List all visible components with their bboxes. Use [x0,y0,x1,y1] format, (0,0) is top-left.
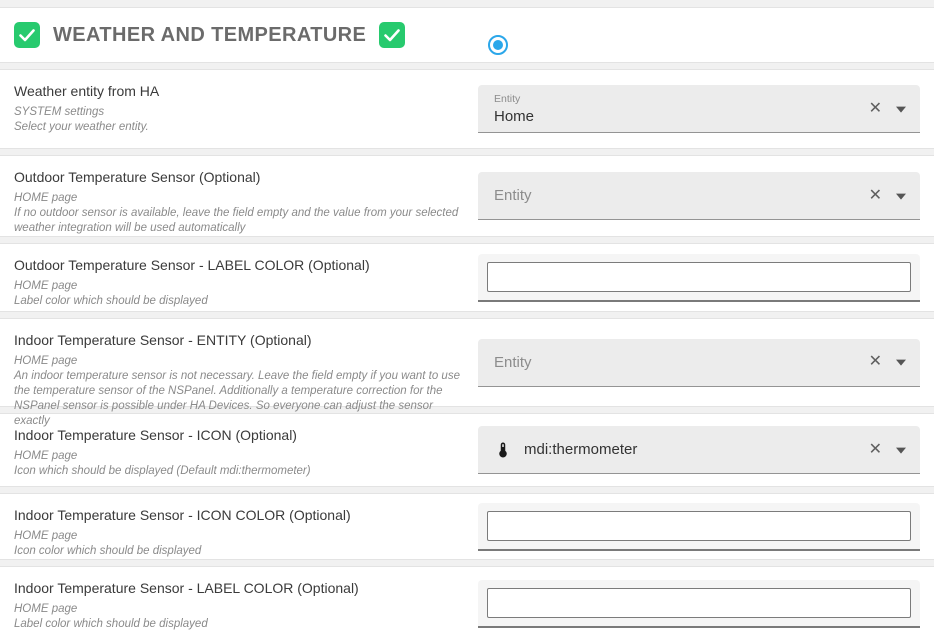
row-divider [0,311,934,319]
text-field-container [478,579,920,628]
row-divider [0,559,934,567]
chevron-down-icon[interactable] [896,359,906,366]
clear-icon[interactable]: ✕ [868,186,882,204]
setting-title: Outdoor Temperature Sensor (Optional) [14,169,261,185]
setting-title: Indoor Temperature Sensor - ICON (Option… [14,427,297,443]
clear-icon[interactable]: ✕ [868,99,882,117]
row-divider [0,62,934,70]
setting-description: Select your weather entity. [14,121,149,133]
setting-row-indoor-label-color: Indoor Temperature Sensor - LABEL COLOR … [0,567,934,640]
setting-subtitle: HOME page [14,192,78,204]
setting-description: Icon color which should be displayed [14,545,202,557]
setting-row-outdoor-sensor: Outdoor Temperature Sensor (Optional) HO… [0,156,934,236]
top-strip [0,0,934,8]
chevron-down-icon[interactable] [896,193,906,200]
setting-title: Indoor Temperature Sensor - LABEL COLOR … [14,580,359,596]
setting-title: Indoor Temperature Sensor - ICON COLOR (… [14,507,351,523]
setting-row-outdoor-label-color: Outdoor Temperature Sensor - LABEL COLOR… [0,244,934,311]
setting-subtitle: HOME page [14,280,78,292]
setting-subtitle: SYSTEM settings [14,106,105,118]
outdoor-label-color-input[interactable] [487,261,911,292]
thermometer-icon [494,441,512,459]
checkmark-icon [19,28,35,42]
setting-title: Indoor Temperature Sensor - ENTITY (Opti… [14,332,312,348]
select-value: mdi:thermometer [524,441,638,458]
indoor-icon-select[interactable]: mdi:thermometer ✕ [478,426,920,474]
setting-row-indoor-icon: Indoor Temperature Sensor - ICON (Option… [0,414,934,486]
select-value: Home [494,107,535,125]
indoor-entity-select[interactable]: Entity ✕ [478,338,920,387]
checkmark-icon [384,28,401,42]
setting-description: Label color which should be displayed [14,618,208,630]
setting-row-weather-entity: Weather entity from HA SYSTEM settings S… [0,70,934,148]
setting-row-indoor-entity: Indoor Temperature Sensor - ENTITY (Opti… [0,319,934,427]
setting-description: If no outdoor sensor is available, leave… [14,207,459,234]
section-header: WEATHER AND TEMPERATURE [0,8,934,62]
text-field-container [478,502,920,551]
chevron-down-icon[interactable] [896,106,906,113]
select-field-label: Entity [494,92,521,105]
weather-entity-select[interactable]: Entity Home ✕ [478,85,920,133]
section-secondary-checkbox[interactable] [379,22,406,48]
row-divider [0,486,934,494]
setting-subtitle: HOME page [14,603,78,615]
setting-subtitle: HOME page [14,355,78,367]
section-radio-button[interactable] [488,35,508,55]
setting-description: An indoor temperature sensor is not nece… [14,370,460,427]
indoor-icon-color-input[interactable] [487,510,911,541]
setting-row-indoor-icon-color: Indoor Temperature Sensor - ICON COLOR (… [0,494,934,559]
section-title: WEATHER AND TEMPERATURE [53,23,367,46]
setting-subtitle: HOME page [14,530,78,542]
setting-title: Outdoor Temperature Sensor - LABEL COLOR… [14,257,370,273]
row-divider [0,406,934,414]
chevron-down-icon[interactable] [896,447,906,454]
setting-description: Label color which should be displayed [14,295,208,307]
section-enabled-checkbox[interactable] [14,22,40,48]
clear-icon[interactable]: ✕ [868,440,882,458]
setting-subtitle: HOME page [14,450,78,462]
row-divider [0,148,934,156]
select-placeholder: Entity [494,187,532,204]
setting-title: Weather entity from HA [14,83,160,99]
outdoor-entity-select[interactable]: Entity ✕ [478,172,920,220]
text-field-container [478,253,920,302]
row-divider [0,236,934,244]
clear-icon[interactable]: ✕ [868,353,882,370]
select-placeholder: Entity [494,353,532,371]
indoor-label-color-input[interactable] [487,587,911,618]
setting-description: Icon which should be displayed (Default … [14,465,311,477]
